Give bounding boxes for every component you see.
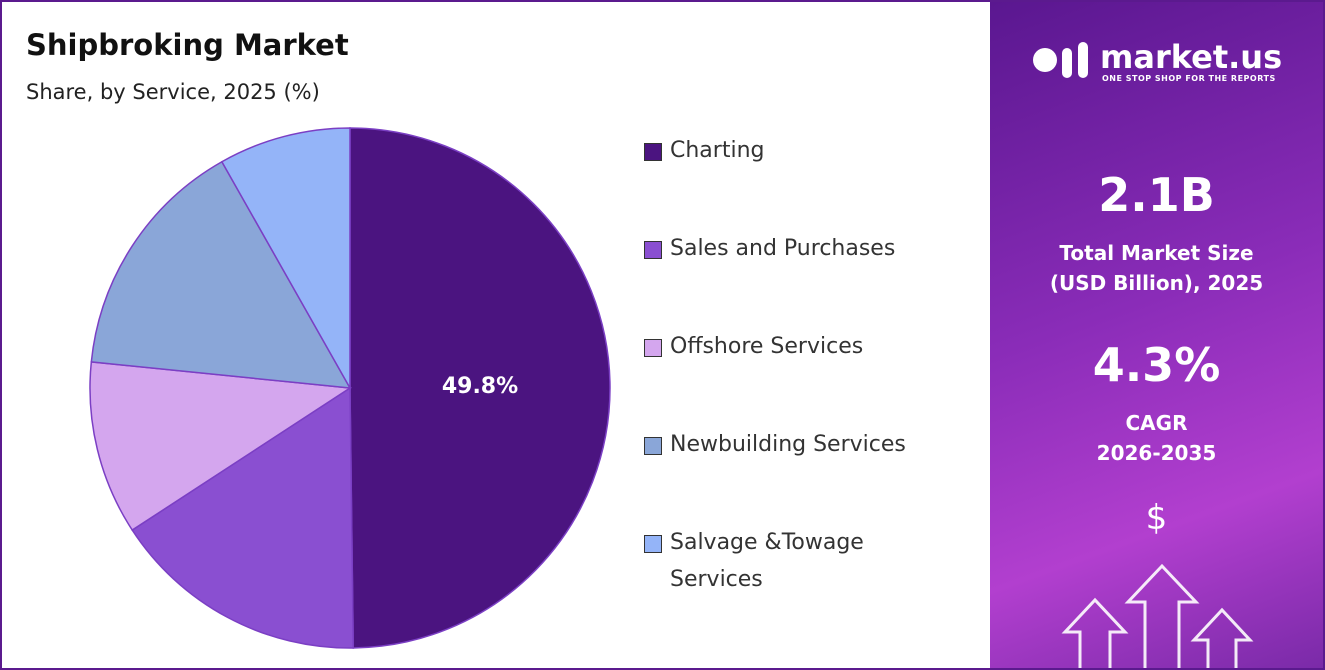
cagr: 4.3% [1092,338,1221,392]
brand: market.us [1100,38,1283,76]
legend-item: Charting [644,132,944,230]
legend-label: Offshore Services [670,334,864,359]
panel-decoration [1033,42,1254,668]
legend-label: Newbuilding Services [670,432,906,457]
legend-label: Salvage &Towage Services [670,530,864,592]
pie-chart: 49.8% [89,127,611,649]
label-line: (USD Billion), 2025 [1049,271,1264,295]
legend-label: Sales and Purchases [670,236,896,261]
pie-slice [90,160,352,389]
legend-item: Salvage &Towage Services [644,524,944,622]
chart-title: Shipbroking Market [26,28,349,62]
legend-item: Offshore Services [644,328,944,426]
legend-label: Charting [670,138,765,163]
legend: Charting Sales and Purchases Offshore Serv… [644,132,944,622]
tagline: ONE STOP SHOP FOR THE REPORTS [1102,74,1276,83]
pie-slice [349,127,611,649]
pie-slice [220,127,351,391]
legend-item: Newbuilding Services [644,426,944,524]
data-label: 49.8% [442,374,518,399]
pie-slice [89,361,353,532]
legend-swatch [644,339,662,357]
side-panel: market.us ONE STOP SHOP FOR THE REPORTS … [990,2,1323,668]
pie-slice [131,386,355,649]
legend-item: Sales and Purchases [644,230,944,328]
market-size: 2.1B [1098,168,1215,222]
legend-swatch [644,143,662,161]
legend-swatch [644,535,662,553]
label-line: 2026-2035 [1096,441,1217,465]
legend-swatch [644,437,662,455]
currency-icon: $ [1145,498,1168,538]
label-line: Total Market Size [1059,241,1254,265]
cagr-label: CAGR 2026-2035 [990,408,1323,468]
chart-subtitle: Share, by Service, 2025 (%) [26,80,320,104]
market-size-label: Total Market Size (USD Billion), 2025 [990,238,1323,298]
label-line: CAGR [1125,411,1188,435]
legend-swatch [644,241,662,259]
